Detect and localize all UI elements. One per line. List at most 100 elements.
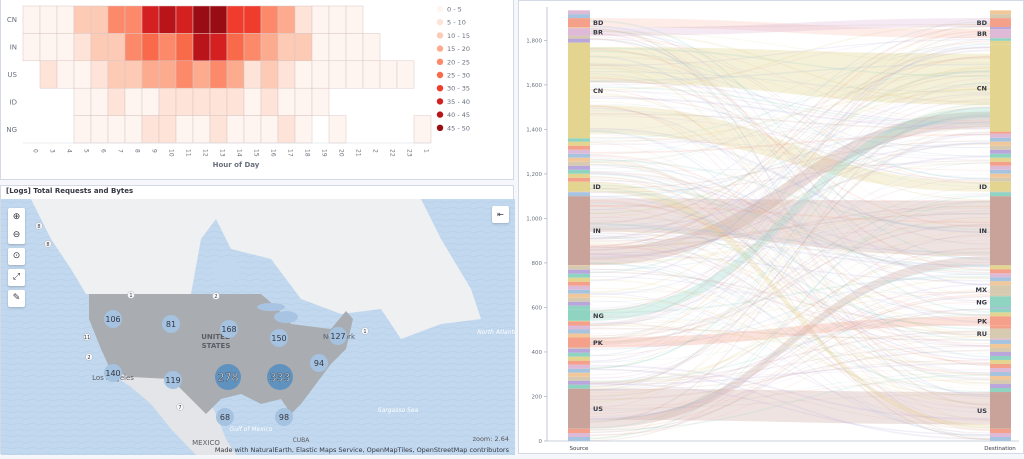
sankey-node-minor[interactable] (568, 377, 590, 381)
sankey-node-minor[interactable] (990, 150, 1011, 154)
sankey-node-minor[interactable] (568, 381, 590, 385)
heatmap-cell[interactable] (193, 6, 210, 33)
sankey-node-source[interactable] (568, 389, 590, 429)
heatmap-cell[interactable] (125, 61, 142, 88)
sankey-node-minor[interactable] (568, 302, 590, 306)
sankey-node-minor[interactable] (568, 349, 590, 353)
heatmap-cell[interactable] (23, 6, 40, 33)
sankey-node-minor[interactable] (568, 329, 590, 333)
sankey-node-minor[interactable] (568, 373, 590, 377)
sankey-node-minor[interactable] (568, 170, 590, 174)
sankey-node-minor[interactable] (568, 192, 590, 196)
heatmap-cell[interactable] (57, 6, 74, 33)
heatmap-cell[interactable] (40, 33, 57, 60)
sankey-node-minor[interactable] (568, 385, 590, 389)
legend-label[interactable]: 5 - 10 (447, 19, 466, 27)
heatmap-cell[interactable] (312, 6, 329, 33)
heatmap-cell[interactable] (278, 116, 295, 143)
sankey-node-minor[interactable] (568, 36, 590, 39)
sankey-node-source[interactable] (568, 338, 590, 348)
heatmap-cell[interactable] (108, 6, 125, 33)
sankey-node-minor[interactable] (990, 372, 1011, 376)
heatmap-cell[interactable] (125, 33, 142, 60)
sankey-node-minor[interactable] (568, 321, 590, 325)
sankey-node-minor[interactable] (568, 365, 590, 369)
sankey-node-destination[interactable] (990, 29, 1011, 38)
sankey-node-minor[interactable] (990, 429, 1011, 433)
heatmap-cell[interactable] (193, 116, 210, 143)
legend-label[interactable]: 45 - 50 (447, 124, 470, 132)
heatmap-cell[interactable] (244, 61, 261, 88)
sankey-node-minor[interactable] (990, 368, 1011, 372)
sankey-node-minor[interactable] (990, 134, 1011, 138)
heatmap-cell[interactable] (125, 88, 142, 115)
heatmap-cell[interactable] (193, 33, 210, 60)
sankey-node-minor[interactable] (990, 138, 1011, 142)
sankey-node-minor[interactable] (568, 433, 590, 437)
heatmap-cell[interactable] (278, 88, 295, 115)
sankey-node-minor[interactable] (568, 146, 590, 150)
sankey-node-source[interactable] (568, 182, 590, 192)
heatmap-cell[interactable] (74, 61, 91, 88)
heatmap-cell[interactable] (176, 88, 193, 115)
sankey-node-minor[interactable] (568, 357, 590, 361)
sankey-node-minor[interactable] (990, 41, 1011, 45)
legend-label[interactable]: 40 - 45 (447, 111, 470, 119)
heatmap-cell[interactable] (312, 33, 329, 60)
heatmap-cell[interactable] (329, 61, 346, 88)
tools-button[interactable]: ✎ (8, 290, 25, 307)
heatmap-cell[interactable] (329, 6, 346, 33)
heatmap-cell[interactable] (278, 6, 295, 33)
sankey-node-minor[interactable] (568, 138, 590, 141)
sankey-node-destination[interactable] (990, 329, 1011, 339)
heatmap-cell[interactable] (159, 61, 176, 88)
sankey-node-minor[interactable] (990, 312, 1011, 316)
sankey-node-minor[interactable] (568, 294, 590, 298)
sankey-node-minor[interactable] (990, 170, 1011, 174)
heatmap-cell[interactable] (244, 33, 261, 60)
sankey-node-minor[interactable] (568, 142, 590, 146)
sankey-node-destination[interactable] (990, 45, 1011, 132)
heatmap-cell[interactable] (261, 61, 278, 88)
heatmap-cell[interactable] (74, 116, 91, 143)
sankey-node-destination[interactable] (990, 196, 1011, 265)
sankey-node-minor[interactable] (990, 294, 1011, 296)
heatmap-cell[interactable] (176, 6, 193, 33)
sankey-node-minor[interactable] (568, 270, 590, 274)
sankey-node-minor[interactable] (990, 352, 1011, 356)
sankey-node-source[interactable] (568, 196, 590, 265)
heatmap-cell[interactable] (74, 33, 91, 60)
sankey-node-minor[interactable] (990, 348, 1011, 352)
sankey-node-minor[interactable] (990, 376, 1011, 380)
sankey-node-minor[interactable] (990, 166, 1011, 170)
heatmap-cell[interactable] (329, 116, 346, 143)
sankey-node-minor[interactable] (568, 334, 590, 338)
sankey-node-minor[interactable] (990, 14, 1011, 18)
sankey-node-minor[interactable] (990, 10, 1011, 14)
heatmap-cell[interactable] (295, 88, 312, 115)
sankey-node-minor[interactable] (990, 158, 1011, 162)
heatmap-cell[interactable] (227, 33, 244, 60)
sankey-node-minor[interactable] (568, 178, 590, 182)
sankey-node-minor[interactable] (568, 158, 590, 162)
heatmap-cell[interactable] (108, 33, 125, 60)
sankey-node-destination[interactable] (990, 296, 1011, 307)
heatmap-cell[interactable] (312, 61, 329, 88)
heatmap-cell[interactable] (227, 88, 244, 115)
heatmap-cell[interactable] (40, 6, 57, 33)
heatmap-cell[interactable] (159, 88, 176, 115)
sankey-node-minor[interactable] (990, 356, 1011, 360)
sankey-node-source[interactable] (568, 310, 590, 321)
heatmap-cell[interactable] (159, 33, 176, 60)
heatmap-cell[interactable] (108, 61, 125, 88)
heatmap-cell[interactable] (159, 6, 176, 33)
heatmap-cell[interactable] (210, 61, 227, 88)
heatmap-cell[interactable] (210, 6, 227, 33)
heatmap-cell[interactable] (346, 61, 363, 88)
heatmap-cell[interactable] (91, 61, 108, 88)
sankey-node-minor[interactable] (568, 266, 590, 270)
sankey-node-minor[interactable] (568, 429, 590, 433)
heatmap-cell[interactable] (91, 33, 108, 60)
heatmap-cell[interactable] (397, 61, 414, 88)
heatmap-cell[interactable] (346, 6, 363, 33)
